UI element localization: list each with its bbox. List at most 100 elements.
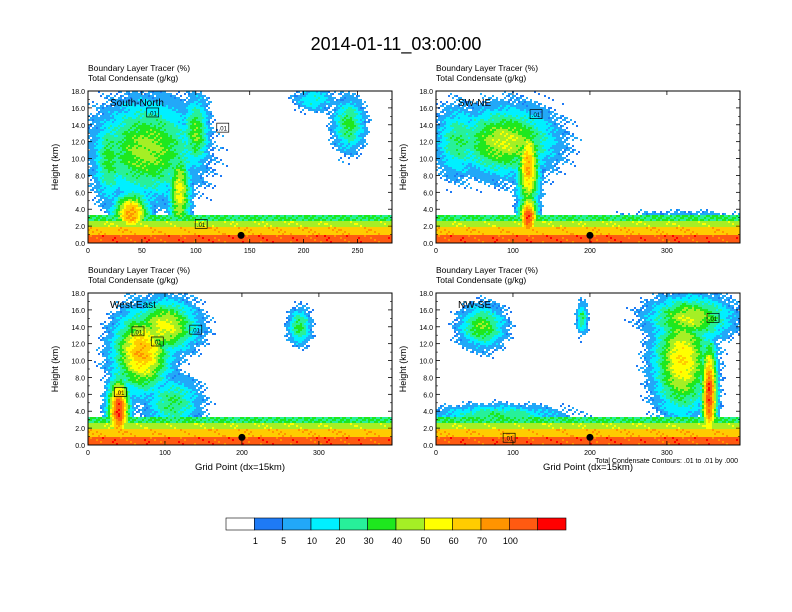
field-cell xyxy=(496,123,502,125)
field-cell xyxy=(618,225,620,227)
field-cell xyxy=(342,127,344,129)
field-cell xyxy=(450,137,452,139)
field-cell xyxy=(188,207,190,209)
field-cell xyxy=(494,153,498,155)
field-cell xyxy=(296,239,298,241)
y-tick-label: 4.0 xyxy=(75,207,85,214)
field-cell xyxy=(160,357,162,359)
field-cell xyxy=(184,241,194,243)
field-cell xyxy=(200,127,206,129)
field-cell xyxy=(102,337,104,339)
field-cell xyxy=(150,335,154,337)
field-cell xyxy=(638,219,640,221)
field-cell xyxy=(270,225,272,227)
field-cell xyxy=(564,131,568,133)
field-cell xyxy=(152,195,156,197)
field-cell xyxy=(184,119,186,121)
field-cell xyxy=(288,223,290,225)
field-cell xyxy=(450,239,460,241)
field-cell xyxy=(508,139,512,141)
field-cell xyxy=(314,219,320,221)
field-cell xyxy=(664,213,668,215)
field-cell xyxy=(362,225,388,227)
field-cell xyxy=(112,347,114,349)
field-cell xyxy=(486,99,490,101)
field-cell xyxy=(128,335,130,337)
field-cell xyxy=(278,227,298,229)
field-cell xyxy=(124,115,126,117)
field-cell xyxy=(132,317,134,319)
field-cell xyxy=(104,107,120,109)
field-cell xyxy=(88,115,90,117)
field-cell xyxy=(548,97,550,99)
field-cell xyxy=(458,139,460,141)
field-cell xyxy=(514,129,520,131)
field-cell xyxy=(528,207,532,209)
field-cell xyxy=(534,165,538,167)
field-cell xyxy=(526,161,528,163)
field-cell xyxy=(480,141,486,143)
field-cell xyxy=(186,187,190,189)
field-cell xyxy=(336,235,346,237)
field-cell xyxy=(118,205,120,207)
field-cell xyxy=(154,133,158,135)
field-cell xyxy=(138,115,142,117)
field-cell xyxy=(490,109,494,111)
field-cell xyxy=(114,239,130,241)
field-cell xyxy=(502,231,506,233)
field-cell xyxy=(170,313,174,315)
field-cell xyxy=(554,113,558,115)
field-cell xyxy=(158,123,160,125)
field-cell xyxy=(202,129,204,131)
field-cell xyxy=(298,239,314,241)
field-cell xyxy=(510,173,514,175)
field-cell xyxy=(88,147,94,149)
field-cell xyxy=(502,153,504,155)
field-cell xyxy=(148,173,160,175)
field-cell xyxy=(142,201,144,203)
y-axis-label: Height (km) xyxy=(398,144,408,191)
field-cell xyxy=(234,215,240,217)
field-cell xyxy=(208,343,210,345)
field-cell xyxy=(102,177,104,179)
field-cell xyxy=(202,147,208,149)
field-cell xyxy=(526,109,550,111)
field-cell xyxy=(124,207,126,209)
field-cell xyxy=(282,237,292,239)
field-cell xyxy=(482,135,484,137)
field-cell xyxy=(286,327,288,329)
field-cell xyxy=(526,127,528,129)
field-cell xyxy=(494,215,498,217)
field-cell xyxy=(158,101,160,103)
field-cell xyxy=(540,171,542,173)
field-cell xyxy=(88,235,90,237)
field-cell xyxy=(482,109,486,111)
field-cell xyxy=(576,125,578,127)
field-cell xyxy=(154,305,166,307)
field-cell xyxy=(128,351,130,353)
field-cell xyxy=(342,219,344,221)
field-cell xyxy=(270,227,276,229)
field-cell xyxy=(508,173,510,175)
field-cell xyxy=(150,135,156,137)
field-cell xyxy=(442,103,444,105)
field-cell xyxy=(346,147,350,149)
field-cell xyxy=(554,155,562,157)
field-cell xyxy=(172,303,174,305)
field-cell xyxy=(504,135,506,137)
field-cell xyxy=(660,213,664,215)
field-cell xyxy=(550,153,552,155)
field-cell xyxy=(128,173,134,175)
field-cell xyxy=(134,341,146,343)
field-cell xyxy=(484,131,486,133)
field-cell xyxy=(122,177,124,179)
field-cell xyxy=(104,189,116,191)
field-cell xyxy=(486,137,508,139)
field-cell xyxy=(96,229,98,231)
field-cell xyxy=(104,347,112,349)
field-cell xyxy=(498,185,500,187)
field-cell xyxy=(518,201,520,203)
field-cell xyxy=(176,335,184,337)
field-cell xyxy=(558,217,562,219)
y-tick-label: 16.0 xyxy=(419,106,433,113)
